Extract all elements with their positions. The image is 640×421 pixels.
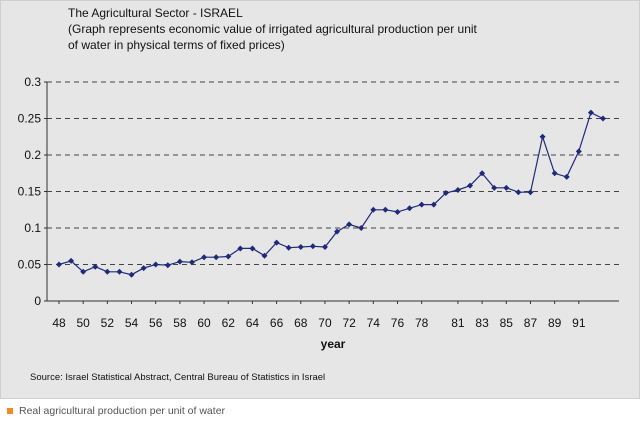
chart-subtitle-line-2: of water in physical terms of fixed pric… <box>68 38 285 52</box>
data-point <box>152 261 159 268</box>
data-point <box>237 245 244 252</box>
data-point <box>80 268 87 275</box>
x-tick-label: 70 <box>318 316 332 330</box>
data-point <box>454 187 461 194</box>
series-line <box>58 111 604 276</box>
chart-title: The Agricultural Sector - ISRAEL <box>68 6 243 20</box>
data-point <box>128 271 135 278</box>
data-point <box>406 205 413 212</box>
data-point <box>201 254 208 261</box>
x-tick-label: 91 <box>572 316 586 330</box>
x-tick-label: 76 <box>391 316 405 330</box>
x-axis-label: year <box>321 337 346 351</box>
x-tick-label: 54 <box>125 316 139 330</box>
data-point <box>164 262 171 269</box>
x-tick-label: 48 <box>52 316 66 330</box>
data-point <box>261 252 268 259</box>
data-point <box>479 170 486 177</box>
data-point <box>515 189 522 196</box>
legend-swatch <box>7 408 13 414</box>
x-tick-label: 83 <box>475 316 489 330</box>
data-point <box>370 206 377 213</box>
legend-label: Real agricultural production per unit of… <box>19 405 226 417</box>
x-tick-label: 62 <box>222 316 236 330</box>
legend: Real agricultural production per unit of… <box>7 405 225 417</box>
data-point <box>418 201 425 208</box>
data-point <box>68 257 75 264</box>
data-point <box>394 208 401 215</box>
x-tick-label: 72 <box>342 316 356 330</box>
data-point <box>430 201 437 208</box>
data-point <box>503 184 510 191</box>
y-tick-label: 0.2 <box>24 148 41 162</box>
data-point <box>104 268 111 275</box>
x-tick-label: 50 <box>76 316 90 330</box>
x-tick-label: 68 <box>294 316 308 330</box>
source-note: Source: Israel Statistical Abstract, Cen… <box>30 372 326 383</box>
data-point <box>358 225 365 231</box>
x-tick-label: 52 <box>101 316 115 330</box>
data-point <box>527 189 534 196</box>
x-tick-label: 66 <box>270 316 284 330</box>
chart-panel: The Agricultural Sector - ISRAEL (Graph … <box>0 0 640 399</box>
x-tick-label: 56 <box>149 316 163 330</box>
data-point <box>491 184 498 191</box>
x-tick-label: 60 <box>197 316 211 330</box>
chart-subtitle-line-1: (Graph represents economic value of irri… <box>68 22 477 36</box>
line-chart: 0 0.05 0.1 0.15 0.2 0.25 0.3 48 50 52 54 56 58 60 62 64… <box>18 75 619 351</box>
data-point <box>442 189 449 196</box>
x-tick-label: 85 <box>500 316 514 330</box>
data-point <box>285 244 292 251</box>
y-tick-label: 0 <box>34 294 41 308</box>
data-point <box>575 148 582 155</box>
data-point <box>467 182 474 189</box>
data-point <box>321 243 328 250</box>
data-point <box>92 263 99 270</box>
data-point <box>176 258 183 265</box>
data-point <box>213 254 220 261</box>
x-tick-label: 64 <box>246 316 260 330</box>
data-point <box>587 109 594 116</box>
data-point <box>249 245 256 252</box>
data-point <box>382 206 389 213</box>
data-point <box>600 115 606 122</box>
x-tick-label: 78 <box>415 316 429 330</box>
y-tick-label: 0.3 <box>24 75 41 89</box>
x-tick-label: 58 <box>173 316 187 330</box>
data-point <box>563 173 570 180</box>
data-point <box>188 259 195 266</box>
data-point <box>225 253 232 260</box>
data-point <box>539 133 546 140</box>
y-tick-label: 0.25 <box>18 112 42 126</box>
data-point <box>56 261 62 268</box>
data-point <box>551 170 558 177</box>
data-point <box>297 243 304 250</box>
data-point <box>116 268 123 275</box>
x-tick-label: 81 <box>451 316 465 330</box>
data-point <box>273 239 280 246</box>
x-tick-label: 87 <box>524 316 538 330</box>
data-point <box>309 243 316 250</box>
x-tick-label: 74 <box>367 316 381 330</box>
x-tick-label: 89 <box>548 316 562 330</box>
y-tick-label: 0.15 <box>18 185 42 199</box>
data-point <box>346 221 353 228</box>
data-point <box>140 265 147 272</box>
y-tick-label: 0.1 <box>24 221 41 235</box>
data-point <box>334 228 341 235</box>
y-tick-label: 0.05 <box>18 258 42 272</box>
